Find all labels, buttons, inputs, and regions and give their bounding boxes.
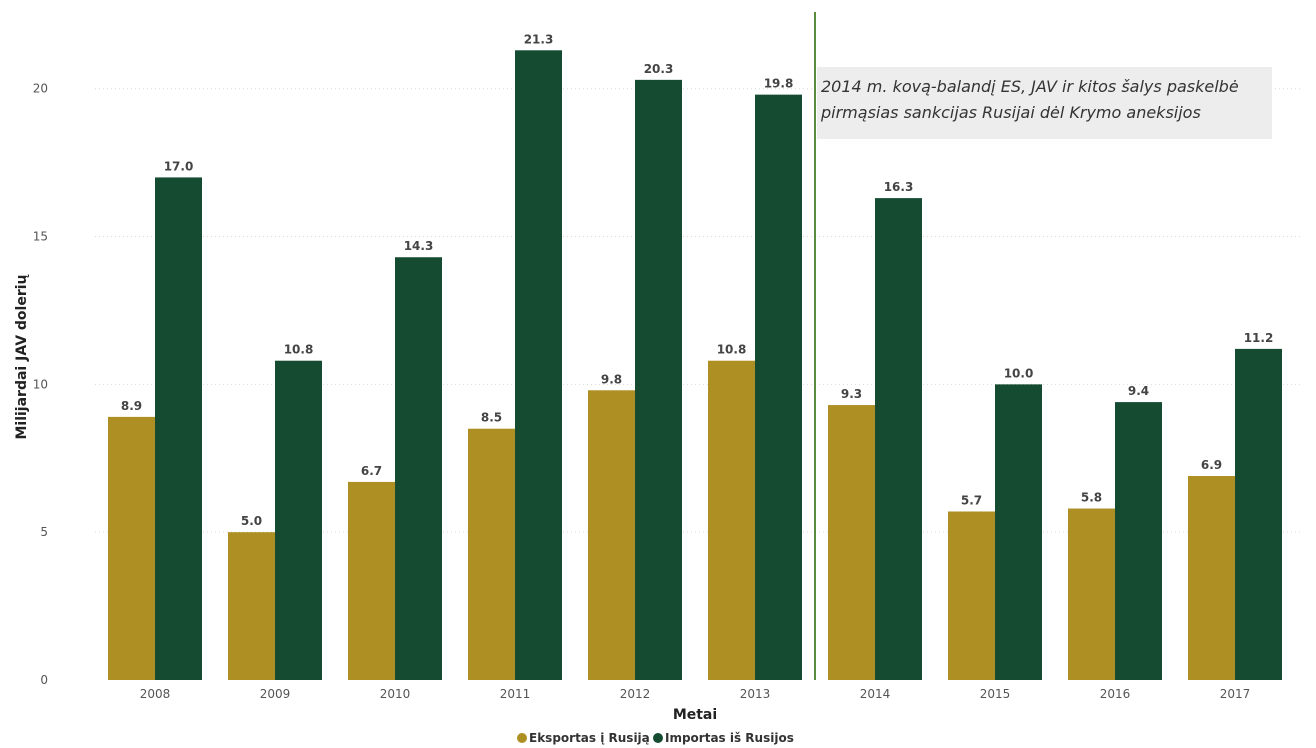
data-label: 16.3 (884, 180, 914, 194)
data-labels: 8.9 17.0 5.0 10.8 6.7 14.3 8.5 21.3 9.8 20.3 10.8 1… (121, 32, 1273, 528)
annotation: 2014 m. kovą-balandį ES, JAV ir kitos ša… (814, 12, 1272, 680)
data-label: 9.8 (601, 372, 622, 386)
x-tick-label: 2017 (1220, 687, 1251, 701)
bar-eksportas (1068, 508, 1115, 680)
legend-marker (653, 733, 663, 743)
data-label: 5.8 (1081, 491, 1102, 505)
data-label: 6.7 (361, 464, 382, 478)
bar-eksportas (948, 511, 995, 680)
legend: Eksportas į Rusiją Importas iš Rusijos (517, 731, 794, 745)
x-axis-title: Metai (673, 707, 717, 723)
data-label: 8.5 (481, 411, 502, 425)
data-label: 11.2 (1244, 331, 1274, 345)
x-tick-label: 2010 (380, 687, 411, 701)
y-tick-label: 10 (33, 377, 48, 391)
x-tick-label: 2009 (260, 687, 291, 701)
bar-importas (875, 198, 922, 680)
x-tick-label: 2011 (500, 687, 531, 701)
data-label: 10.8 (717, 343, 747, 357)
bar-importas (155, 177, 202, 680)
bar-eksportas (108, 416, 155, 680)
x-tick-label: 2013 (740, 687, 771, 701)
x-tick-label: 2014 (860, 687, 891, 701)
data-label: 10.8 (284, 343, 314, 357)
bar-eksportas (828, 405, 875, 680)
bar-eksportas (588, 390, 635, 680)
bar-eksportas (468, 428, 515, 680)
legend-label: Eksportas į Rusiją (529, 731, 650, 745)
y-tick-label: 15 (33, 230, 48, 244)
x-tick-label: 2016 (1100, 687, 1131, 701)
data-label: 9.4 (1128, 384, 1149, 398)
bar-importas (1235, 348, 1282, 680)
bar-importas (515, 50, 562, 680)
annotation-text-line: 2014 m. kovą-balandį ES, JAV ir kitos ša… (821, 77, 1239, 96)
data-label: 17.0 (164, 159, 194, 173)
y-tick-label: 5 (40, 525, 48, 539)
x-tick-label: 2015 (980, 687, 1011, 701)
y-tick-label: 0 (40, 673, 48, 687)
bar-importas (275, 360, 322, 680)
bar-importas (395, 257, 442, 680)
legend-label: Importas iš Rusijos (665, 731, 794, 745)
data-label: 8.9 (121, 399, 142, 413)
data-label: 5.7 (961, 493, 982, 507)
data-label: 9.3 (841, 387, 862, 401)
annotation-box (817, 67, 1272, 139)
bars (108, 50, 1282, 681)
y-axis-title: Milijardai JAV dolerių (14, 273, 30, 439)
y-tick-label: 20 (33, 82, 48, 96)
bar-eksportas (228, 532, 275, 680)
bar-importas (995, 384, 1042, 680)
data-label: 21.3 (524, 32, 554, 46)
y-axis-ticks: 0 5 10 15 20 (33, 82, 48, 687)
bar-importas (1115, 402, 1162, 680)
bar-eksportas (348, 481, 395, 680)
data-label: 6.9 (1201, 458, 1222, 472)
data-label: 10.0 (1004, 366, 1034, 380)
x-axis-ticks: 2008 2009 2010 2011 2012 2013 2014 2015 2016 2017 (140, 687, 1251, 701)
bar-importas (755, 94, 802, 680)
x-tick-label: 2012 (620, 687, 651, 701)
bar-importas (635, 79, 682, 681)
data-label: 20.3 (644, 62, 674, 76)
data-label: 5.0 (241, 514, 262, 528)
annotation-text-line: pirmąsias sankcijas Rusijai dėl Krymo an… (820, 103, 1201, 122)
bar-eksportas (708, 360, 755, 680)
x-tick-label: 2008 (140, 687, 171, 701)
data-label: 19.8 (764, 77, 794, 91)
bar-eksportas (1188, 476, 1235, 680)
legend-marker (517, 733, 527, 743)
data-label: 14.3 (404, 239, 434, 253)
